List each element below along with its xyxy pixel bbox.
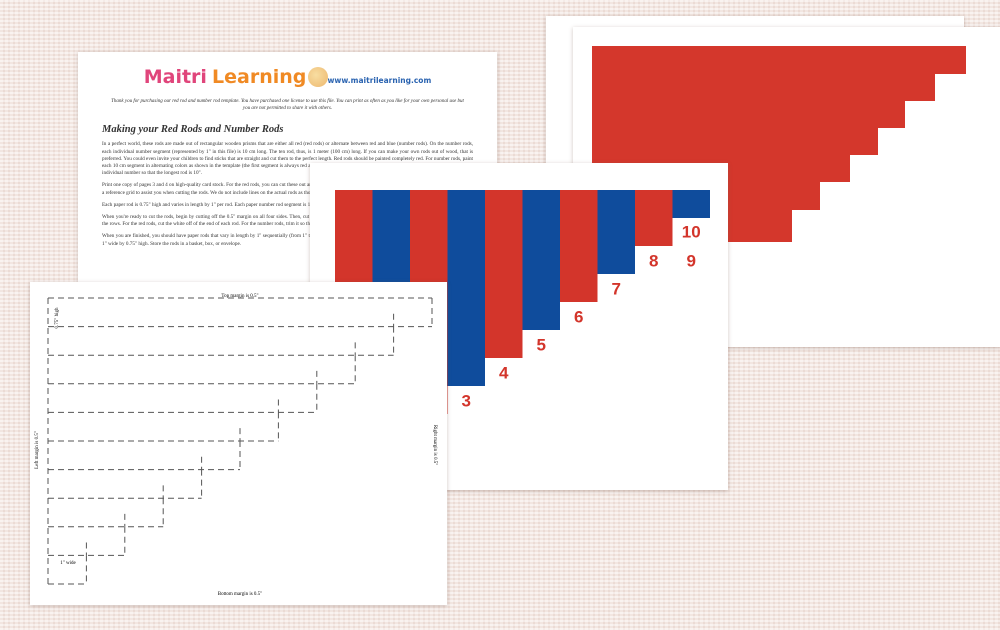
- logo-brand: Maitri: [143, 66, 207, 88]
- margin-label: Left margin is 0.5": [35, 431, 40, 469]
- rod: [522, 190, 560, 330]
- logo-brand: Learning: [212, 66, 307, 88]
- paragraphs: In a perfect world, these rods are made …: [102, 141, 473, 247]
- rod-label: 9: [687, 251, 696, 270]
- paragraph: Each paper rod is 0.75" high and varies …: [102, 201, 432, 208]
- paragraph: In a perfect world, these rods are made …: [102, 141, 473, 177]
- rod: [447, 190, 485, 386]
- rod-label: 4: [499, 363, 509, 382]
- rod: [635, 190, 673, 246]
- logo-url: www.maitrilearning.com: [327, 76, 432, 85]
- rod-label: 5: [537, 335, 546, 354]
- rod-label: 6: [574, 307, 583, 326]
- dimension-label: 0.75" high: [55, 307, 60, 328]
- dimension-label: 1" wide: [60, 561, 76, 566]
- template-sheet: Top margin is 0.5" Bottom margin is 0.5"…: [30, 282, 447, 605]
- margin-label: Top margin is 0.5": [221, 294, 258, 299]
- paragraph: Print one copy of pages 3 and 4 on high-…: [102, 182, 473, 196]
- margin-label: Right margin is 0.5": [432, 425, 437, 466]
- paragraph: When you are finished, you should have p…: [102, 233, 473, 247]
- rod: [672, 190, 710, 218]
- rod: [597, 190, 635, 274]
- margin-label: Bottom margin is 0.5": [218, 592, 262, 597]
- template: Top margin is 0.5" Bottom margin is 0.5"…: [35, 294, 437, 597]
- logo: Maitri Learning www.maitrilearning.com: [102, 66, 473, 88]
- rod: [560, 190, 598, 302]
- rod-label: 3: [462, 391, 471, 410]
- rod: [485, 190, 523, 358]
- rod-label: 10: [682, 222, 701, 241]
- rod-label: 8: [649, 251, 658, 270]
- heading: Making your Red Rods and Number Rods: [102, 124, 284, 136]
- intro: Thank you for purchasing our red rod and…: [111, 99, 464, 112]
- rod-label: 7: [612, 279, 621, 298]
- logo-globe: [308, 67, 329, 87]
- paragraph: When you're ready to cut the rods, begin…: [102, 214, 473, 228]
